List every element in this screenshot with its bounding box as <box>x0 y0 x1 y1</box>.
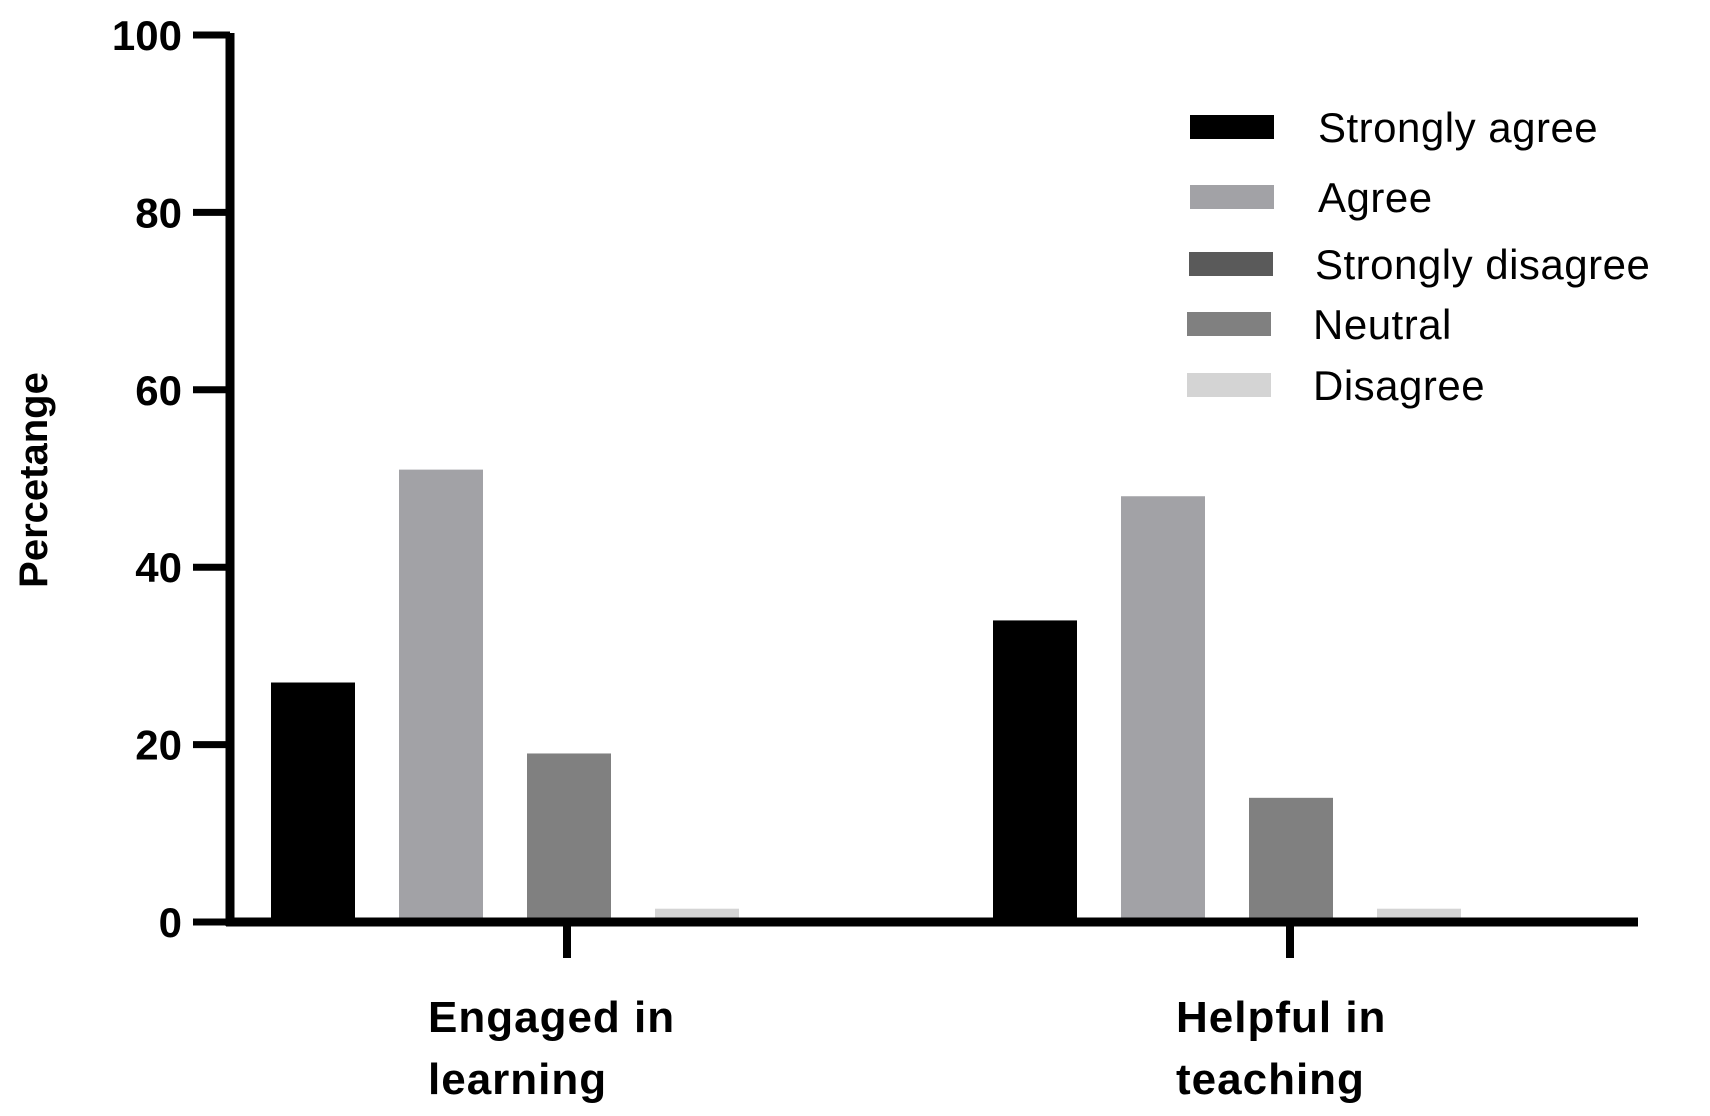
bar-agree-engaged-in-learning <box>399 469 483 922</box>
y-tick-label-20: 20 <box>135 722 182 769</box>
labels-layer: 0 20 40 60 80 100 Percetange Engaged in learning… <box>12 12 1386 1104</box>
bar-strongly-agree-engaged-in-learning <box>271 682 355 922</box>
bar-neutral-helpful-in-teaching <box>1249 797 1333 922</box>
x-category-label-line1: Engaged in <box>428 993 675 1042</box>
legend-swatch-disagree <box>1187 373 1271 397</box>
x-category-label-line1: Helpful in <box>1176 993 1386 1042</box>
y-tick-label-80: 80 <box>135 189 182 236</box>
legend-swatch-agree <box>1190 185 1274 209</box>
legend-swatch-strongly-disagree <box>1189 252 1273 276</box>
legend-label-agree: Agree <box>1318 174 1433 221</box>
y-axis-title: Percetange <box>12 372 56 588</box>
bar-agree-helpful-in-teaching <box>1121 496 1205 922</box>
legend-swatch-strongly-agree <box>1190 115 1274 139</box>
y-tick-label-40: 40 <box>135 544 182 591</box>
x-category-label-line2: learning <box>428 1055 607 1104</box>
legend: Strongly agree Agree Strongly disagree Neut… <box>1187 104 1650 409</box>
y-tick-label-100: 100 <box>112 12 182 59</box>
y-tick-label-0: 0 <box>159 899 182 946</box>
bar-strongly-agree-helpful-in-teaching <box>993 620 1077 922</box>
legend-label-strongly-disagree: Strongly disagree <box>1315 241 1650 288</box>
legend-label-neutral: Neutral <box>1313 301 1452 348</box>
axes-layer <box>193 31 1638 958</box>
legend-label-strongly-agree: Strongly agree <box>1318 104 1598 151</box>
y-tick-label-60: 60 <box>135 367 182 414</box>
bar-neutral-engaged-in-learning <box>527 753 611 922</box>
legend-swatch-neutral <box>1187 312 1271 336</box>
x-category-label-line2: teaching <box>1176 1055 1365 1104</box>
legend-label-disagree: Disagree <box>1313 362 1485 409</box>
bars-layer <box>271 469 1461 922</box>
